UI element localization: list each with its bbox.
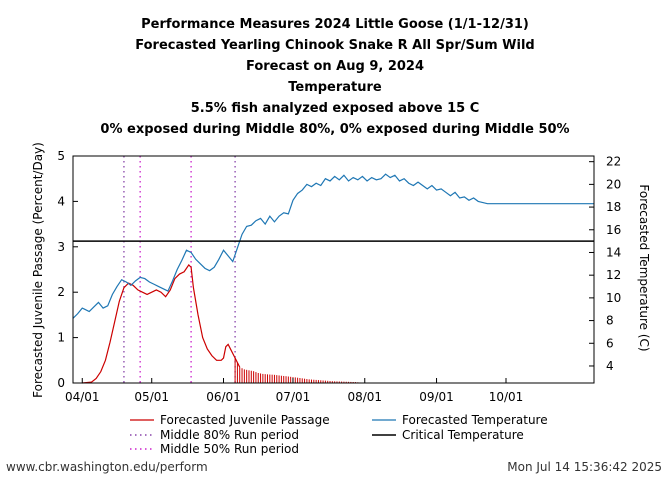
y-tick-label: 1 — [57, 331, 65, 345]
y2-tick-label: 6 — [606, 336, 614, 350]
y2-tick-label: 20 — [606, 177, 621, 191]
y-tick-label: 4 — [57, 194, 65, 208]
y2-tick-label: 18 — [606, 200, 621, 214]
x-tick-label: 04/01 — [65, 390, 100, 404]
critical-legend-label: Critical Temperature — [402, 428, 524, 442]
passage-bars — [234, 358, 363, 383]
y2-tick-label: 14 — [606, 245, 621, 259]
y2-tick-label: 22 — [606, 155, 621, 169]
middle80-legend-label: Middle 80% Run period — [160, 428, 299, 442]
middle50-legend-label: Middle 50% Run period — [160, 442, 299, 456]
legend: Forecasted Juvenile Passage Forecasted Te… — [130, 413, 548, 456]
y2-tick-label: 16 — [606, 223, 621, 237]
plot-frame — [72, 155, 595, 384]
y-tick-label: 3 — [57, 240, 65, 254]
chart-title-line: Forecast on Aug 9, 2024 — [246, 59, 424, 74]
y2-tick-label: 4 — [606, 359, 614, 373]
chart-title-line: Performance Measures 2024 Little Goose (… — [141, 17, 529, 32]
y2-tick-label: 8 — [606, 314, 614, 328]
x-tick-label: 07/01 — [276, 390, 311, 404]
passage-line — [82, 264, 241, 384]
temperature-legend-label: Forecasted Temperature — [402, 413, 548, 427]
chart-title-line: 0% exposed during Middle 80%, 0% exposed… — [100, 122, 569, 137]
footer-timestamp: Mon Jul 14 15:36:42 2025 — [507, 460, 662, 474]
y-tick-label: 5 — [57, 149, 65, 163]
temperature-line — [72, 173, 594, 319]
x-tick-label: 09/01 — [419, 390, 454, 404]
y-tick-label: 2 — [57, 285, 65, 299]
chart-titles: Performance Measures 2024 Little Goose (… — [100, 17, 569, 137]
chart-title-line: Temperature — [288, 80, 382, 95]
passage-legend-label: Forecasted Juvenile Passage — [160, 413, 330, 427]
chart-title-line: 5.5% fish analyzed exposed above 15 C — [191, 101, 480, 116]
y2-axis-label: Forecasted Temperature (C) — [637, 184, 651, 351]
y2-tick-label: 12 — [606, 268, 621, 282]
y-tick-label: 0 — [57, 376, 65, 390]
y2-tick-label: 10 — [606, 291, 621, 305]
x-tick-label: 05/01 — [134, 390, 169, 404]
footer-url: www.cbr.washington.edu/perform — [6, 460, 208, 474]
chart-title-line: Forecasted Yearling Chinook Snake R All … — [135, 38, 535, 53]
x-tick-label: 06/01 — [206, 390, 241, 404]
y-axis-label: Forecasted Juvenile Passage (Percent/Day… — [31, 142, 45, 398]
x-tick-label: 08/01 — [347, 390, 382, 404]
x-tick-label: 10/01 — [489, 390, 524, 404]
